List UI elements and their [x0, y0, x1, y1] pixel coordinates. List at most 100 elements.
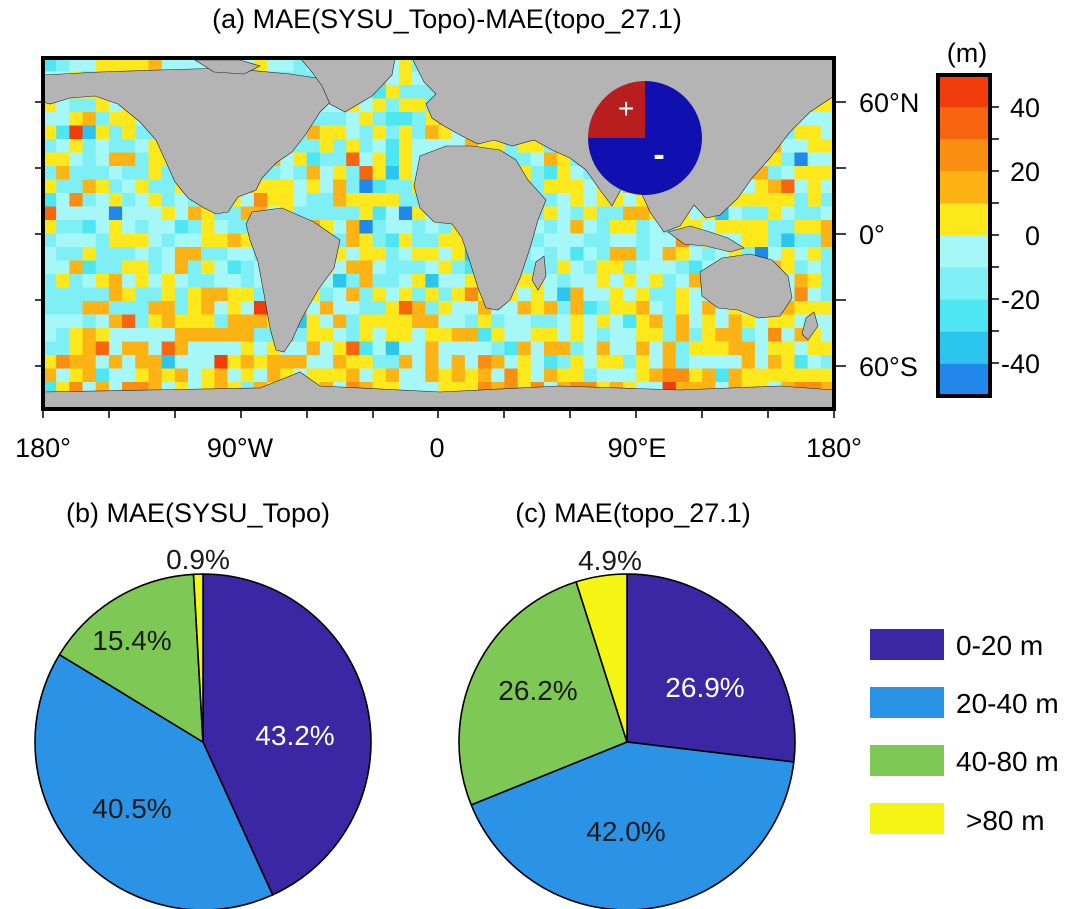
- anomaly-cell: [240, 287, 255, 302]
- anomaly-cell: [781, 368, 795, 383]
- anomaly-cell: [649, 341, 664, 356]
- pie-b-label-20-40: 40.5%: [92, 793, 171, 824]
- anomaly-cell: [293, 179, 308, 194]
- anomaly-cell: [108, 368, 123, 383]
- anomaly-cell: [82, 233, 97, 248]
- anomaly-cell: [754, 179, 769, 194]
- anomaly-cell: [95, 328, 110, 342]
- anomaly-cell: [122, 274, 136, 288]
- anomaly-cell: [372, 260, 387, 275]
- anomaly-cell: [135, 328, 149, 342]
- anomaly-cell: [636, 368, 650, 383]
- anomaly-cell: [820, 301, 834, 315]
- anomaly-cell: [794, 301, 809, 315]
- anomaly-cell: [451, 314, 466, 329]
- anomaly-cell: [570, 355, 584, 369]
- anomaly-cell: [675, 287, 690, 302]
- anomaly-cell: [174, 206, 189, 221]
- anomaly-cell: [794, 166, 809, 180]
- anomaly-cell: [240, 328, 255, 342]
- anomaly-cell: [543, 260, 558, 275]
- anomaly-cell: [122, 179, 136, 194]
- anomaly-cell: [570, 341, 584, 356]
- anomaly-cell: [398, 71, 413, 86]
- anomaly-cell: [398, 220, 413, 234]
- colorbar-bin: [938, 203, 990, 236]
- anomaly-cell: [398, 260, 413, 275]
- anomaly-cell: [253, 58, 268, 72]
- anomaly-cell: [227, 247, 242, 261]
- anomaly-cell: [214, 247, 228, 261]
- anomaly-cell: [359, 233, 373, 248]
- anomaly-cell: [174, 368, 189, 383]
- anomaly-cell: [333, 125, 347, 140]
- anomaly-cell: [491, 368, 505, 383]
- anomaly-cell: [333, 152, 347, 167]
- anomaly-cell: [570, 233, 584, 248]
- anomaly-cell: [69, 193, 83, 207]
- anomaly-cell: [188, 233, 202, 248]
- anomaly-cell: [122, 193, 136, 207]
- anomaly-cell: [214, 341, 228, 356]
- anomaly-cell: [319, 166, 334, 180]
- anomaly-cell: [359, 341, 373, 356]
- anomaly-cell: [517, 328, 532, 342]
- anomaly-cell: [359, 125, 373, 140]
- anomaly-cell: [728, 368, 743, 383]
- anomaly-cell: [768, 166, 782, 180]
- anomaly-cell: [741, 314, 756, 329]
- anomaly-cell: [201, 328, 215, 342]
- anomaly-cell: [319, 206, 334, 221]
- anomaly-cell: [43, 301, 57, 315]
- colorbar-bin: [938, 171, 990, 204]
- anomaly-cell: [570, 368, 584, 383]
- anomaly-cell: [122, 301, 136, 315]
- anomaly-cell: [201, 301, 215, 315]
- anomaly-cell: [267, 58, 281, 72]
- anomaly-cell: [636, 341, 650, 356]
- anomaly-cell: [135, 260, 149, 275]
- anomaly-cell: [69, 220, 83, 234]
- anomaly-cell: [43, 328, 57, 342]
- anomaly-cell: [438, 287, 453, 302]
- anomaly-cell: [398, 247, 413, 261]
- anomaly-cell: [293, 193, 308, 207]
- anomaly-cell: [108, 112, 123, 126]
- anomaly-cell: [636, 355, 650, 369]
- anomaly-cell: [346, 166, 360, 180]
- anomaly-cell: [662, 233, 677, 248]
- anomaly-cell: [385, 341, 400, 356]
- land-north-america: [43, 67, 339, 215]
- anomaly-cell: [385, 220, 400, 234]
- anomaly-cell: [609, 301, 624, 315]
- anomaly-cell: [583, 368, 598, 383]
- anomaly-cell: [359, 314, 373, 329]
- anomaly-cell: [82, 274, 97, 288]
- anomaly-cell: [675, 314, 690, 329]
- anomaly-cell: [267, 193, 281, 207]
- anomaly-cell: [95, 125, 110, 140]
- anomaly-cell: [491, 341, 505, 356]
- inset-plus-sign: +: [618, 93, 634, 124]
- anomaly-cell: [794, 206, 809, 221]
- anomaly-cell: [570, 301, 584, 315]
- anomaly-cell: [227, 341, 242, 356]
- anomaly-cell: [240, 274, 255, 288]
- anomaly-cell: [56, 220, 70, 234]
- anomaly-cell: [820, 355, 834, 369]
- anomaly-cell: [148, 260, 163, 275]
- anomaly-cell: [807, 355, 822, 369]
- anomaly-cell: [240, 247, 255, 261]
- anomaly-cell: [135, 152, 149, 167]
- anomaly-cell: [807, 152, 822, 167]
- anomaly-cell: [82, 206, 97, 221]
- anomaly-cell: [95, 98, 110, 113]
- anomaly-cell: [188, 368, 202, 383]
- anomaly-cell: [108, 220, 123, 234]
- anomaly-cell: [741, 328, 756, 342]
- anomaly-cell: [478, 328, 492, 342]
- anomaly-cell: [372, 220, 387, 234]
- anomaly-cell: [781, 341, 795, 356]
- anomaly-cell: [372, 166, 387, 180]
- anomaly-cell: [636, 206, 650, 221]
